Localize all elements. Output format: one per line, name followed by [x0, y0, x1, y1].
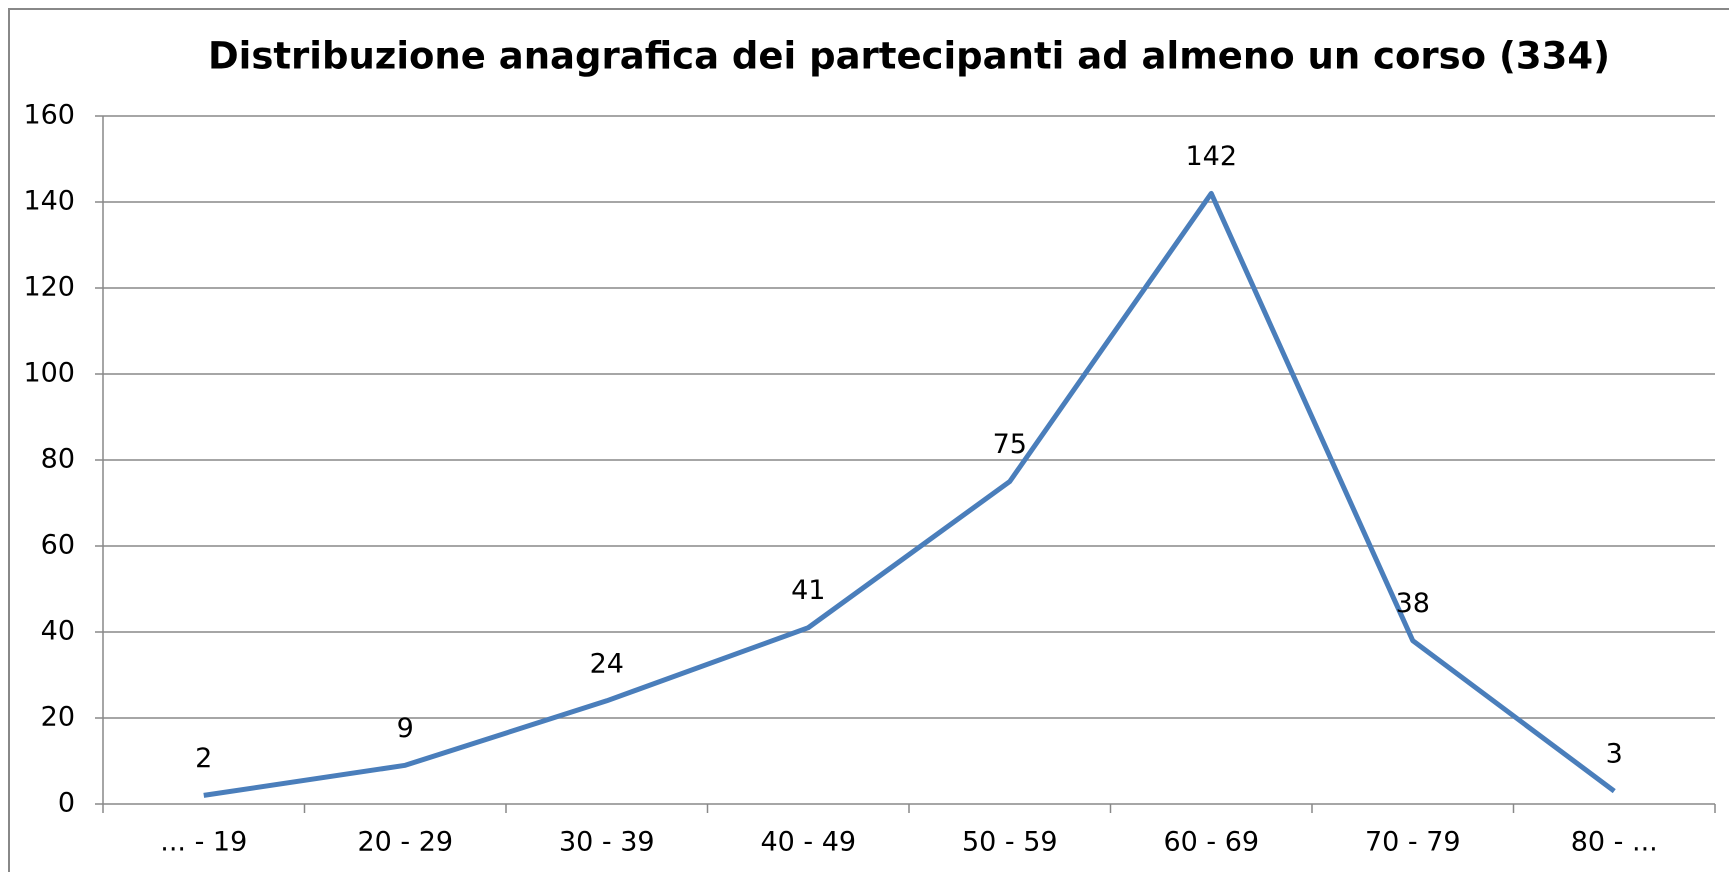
x-tick-label: 20 - 29: [357, 827, 453, 858]
x-tick-label: 70 - 79: [1365, 827, 1461, 858]
y-tick-label: 140: [23, 186, 75, 217]
data-label: 38: [1396, 588, 1430, 619]
x-tick-label: ... - 19: [160, 827, 247, 858]
data-label: 24: [590, 648, 624, 679]
y-tick-label: 100: [23, 358, 75, 389]
chart-title: Distribuzione anagrafica dei partecipant…: [208, 35, 1610, 78]
x-tick-label: 80 - ...: [1571, 827, 1658, 858]
data-label: 142: [1185, 141, 1237, 172]
y-tick-label: 60: [41, 530, 75, 561]
y-tick-label: 120: [23, 272, 75, 303]
y-tick-label: 0: [58, 788, 75, 819]
y-tick-label: 20: [41, 702, 75, 733]
y-tick-label: 80: [41, 444, 75, 475]
data-line: [203, 190, 1616, 798]
x-tick-label: 40 - 49: [760, 827, 856, 858]
data-label: 75: [993, 429, 1027, 460]
x-tick-label: 50 - 59: [962, 827, 1058, 858]
data-label: 3: [1606, 739, 1623, 770]
x-tick-label: 60 - 69: [1163, 827, 1259, 858]
y-tick-label: 40: [41, 616, 75, 647]
x-tick-label: 30 - 39: [559, 827, 655, 858]
y-tick-label: 160: [23, 100, 75, 131]
chart-frame: [8, 8, 1729, 872]
data-label: 9: [397, 713, 414, 744]
data-label: 2: [195, 743, 212, 774]
data-label: 41: [791, 575, 825, 606]
